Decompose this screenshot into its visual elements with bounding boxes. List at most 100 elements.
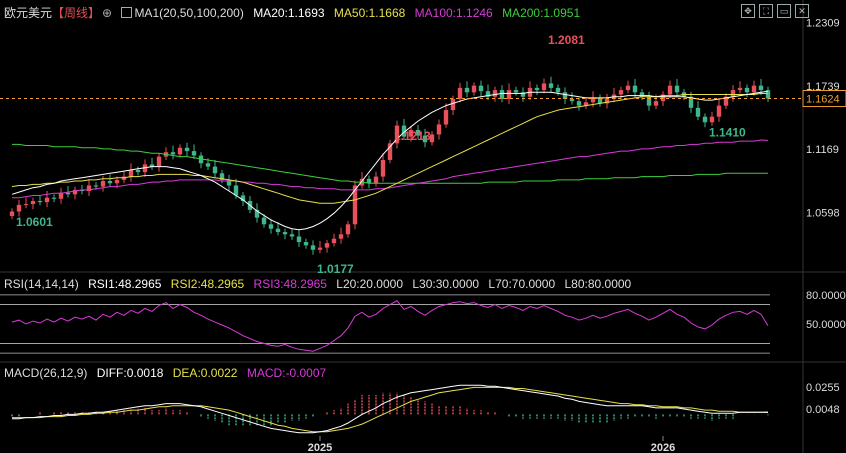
candle-body [660,94,666,102]
candle-body [555,87,561,93]
candle-body [534,87,540,91]
candle-body [604,98,610,104]
candle-body [100,181,106,187]
candle-body [751,85,757,93]
rsi1-value: RSI1:48.2965 [88,277,162,291]
price-tick-label: 1.2309 [806,18,840,30]
ma200-value: MA200:1.0951 [502,6,581,20]
candle-body [653,101,659,106]
candle-body [485,91,491,97]
candle-body [380,159,386,177]
rsi-name[interactable]: RSI(14,14,14) [4,277,79,291]
candle-body [422,135,428,143]
candle-body [464,87,470,93]
ma-indicator-label[interactable]: MA1(20,50,100,200) [134,6,244,20]
l70-value: L70:70.0000 [488,277,556,291]
candle-body [632,85,638,93]
diff-value: DIFF:0.0018 [96,366,164,380]
candle-body [65,192,71,195]
candle-body [352,185,358,225]
main-legend: 欧元美元【周线】 ⊕ MA1(20,50,100,200) MA20:1.1693… [4,4,586,21]
candle-body [219,173,225,180]
rsi-tick-label: 50.0000 [806,319,846,331]
window-icon[interactable]: ▭ [777,4,791,18]
candle-body [142,164,148,173]
ma100-value: MA100:1.1246 [414,6,493,20]
candle-body [121,176,127,180]
candle-body [443,110,449,125]
ma-checkbox-icon[interactable] [121,7,133,18]
candle-body [317,247,323,250]
macd-tick-label: 0.0048 [806,404,840,416]
candle-body [261,217,267,225]
ma20-value: MA20:1.1693 [253,6,325,20]
candle-body [72,189,78,195]
period-label[interactable]: 【周线】 [52,6,101,20]
extreme-price-label: 1.0177 [317,262,354,276]
rsi2-value: RSI2:48.2965 [170,277,245,291]
current-price-label: 1.1624 [806,94,840,106]
candle-body [114,179,120,184]
macd-tick-label: 0.0255 [806,382,840,394]
candle-body [520,92,526,97]
candle-body [9,211,15,216]
candle-body [758,85,764,91]
diff-line [12,384,769,434]
settings-icon[interactable]: ⊕ [102,6,113,20]
candle-body [58,192,64,199]
candle-body [548,83,554,88]
candle-body [597,97,603,104]
rsi-line [11,300,769,352]
ma200-line [12,143,769,184]
candle-body [716,105,722,117]
candle-body [198,155,204,164]
ma20-line [11,90,769,231]
extreme-price-label: 1.0601 [16,215,53,229]
price-tick-label: 1.1169 [806,144,839,156]
candle-body [37,201,43,203]
candle-body [233,185,239,196]
candle-body [240,195,246,201]
candle-body [205,163,211,167]
candle-body [44,197,50,203]
candle-body [765,90,771,99]
candle-body [373,176,379,184]
candle-body [156,156,162,167]
candle-body [646,96,652,106]
candle-body [408,130,414,137]
candle-body [688,96,694,108]
candle-body [471,85,477,93]
candle-body [170,152,176,155]
candle-body [401,125,407,137]
close-icon[interactable]: ✕ [795,4,809,18]
candle-body [394,125,400,144]
fullscreen-icon[interactable]: ⛶ [759,4,773,18]
candle-body [569,98,575,102]
l30-value: L30:30.0000 [412,277,480,291]
candle-body [450,98,456,111]
candle-body [289,234,295,237]
dea-line [12,386,769,433]
candle-body [226,179,232,186]
candle-body [625,85,631,91]
candle-body [576,101,582,106]
candle-body [387,143,393,160]
extreme-price-label: 1.2081 [548,33,585,47]
dea-value: DEA:0.0022 [172,366,238,380]
macd-name[interactable]: MACD(26,12,9) [4,366,88,380]
candle-body [513,90,519,93]
candle-body [51,197,57,199]
candle-body [702,116,708,123]
x-tick-label: 2026 [651,442,675,453]
candle-body [499,90,505,99]
crosshair-icon[interactable]: ✥ [741,4,755,18]
candle-body [506,90,512,99]
current-price-tag [802,90,846,108]
candle-body [23,204,29,206]
ma50-line [11,92,769,204]
candle-body [282,232,288,235]
candle-body [275,228,281,233]
candle-body [709,116,715,123]
candle-body [79,189,85,192]
candle-body [429,134,435,143]
